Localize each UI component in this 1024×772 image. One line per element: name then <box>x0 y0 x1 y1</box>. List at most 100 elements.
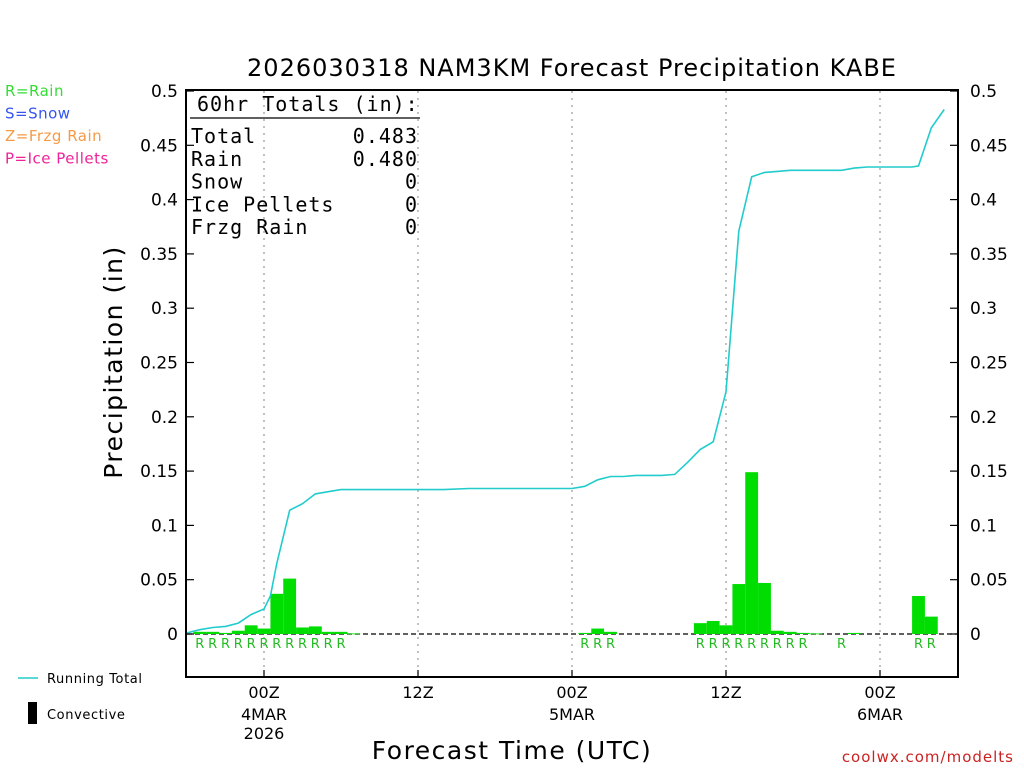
precip-bar <box>334 631 348 634</box>
ptype-mark: R <box>580 637 589 652</box>
precip-bar <box>847 632 861 634</box>
ptype-mark: R <box>324 637 333 652</box>
y-tick-label-right: 0.2 <box>970 408 997 428</box>
precip-bar <box>745 472 759 634</box>
ptype-mark: R <box>593 637 602 652</box>
watermark: coolwx.com/modelts <box>842 748 1014 766</box>
y-tick-label-left: 0.35 <box>140 245 178 265</box>
ptype-mark: R <box>285 637 294 652</box>
precip-bar <box>770 630 784 634</box>
precip-bar <box>732 584 746 634</box>
y-tick-label-left: 0.25 <box>140 354 178 374</box>
totals-row-label: Total <box>191 124 256 148</box>
precip-bar <box>604 631 617 634</box>
totals-row-value: 0.483 <box>353 124 418 148</box>
x-tick-label: 12Z <box>402 683 433 702</box>
legend-bar-swatch <box>28 702 37 724</box>
legend-label: Convective <box>47 708 126 723</box>
ptype-mark: R <box>773 637 782 652</box>
y-tick-label-left: 0.5 <box>151 82 178 102</box>
precip-bar <box>244 625 258 634</box>
totals-row-value: 0 <box>405 215 418 239</box>
ptype-mark: R <box>298 637 307 652</box>
totals-row-value: 0 <box>405 170 418 194</box>
precip-bar <box>578 632 592 634</box>
bar-series <box>193 472 938 635</box>
y-tick-label-left: 0.1 <box>151 516 178 536</box>
ptype-mark: R <box>247 637 256 652</box>
precip-bar <box>693 623 707 634</box>
ptype-mark: R <box>336 637 345 652</box>
y-tick-label-left: 0.05 <box>140 571 178 591</box>
y-tick-label-left: 0.45 <box>140 136 178 156</box>
precip-bar <box>206 631 220 634</box>
x-axis-title: Forecast Time (UTC) <box>372 736 652 765</box>
precip-bar <box>796 632 810 634</box>
precip-bar <box>924 616 938 634</box>
y-tick-label-left: 0.4 <box>151 191 178 211</box>
precip-bar <box>912 595 925 634</box>
x-tick-label: 12Z <box>710 683 741 702</box>
x-tick-date: 5MAR <box>549 705 595 724</box>
y-tick-label-left: 0 <box>167 625 178 645</box>
ptype-mark: R <box>721 637 730 652</box>
totals-rows: Total 0.483 Rain 0.480 Snow 0 Ice Pellets 0 Frzg… <box>191 124 418 239</box>
y-axis-title: Precipitation (in) <box>99 245 128 479</box>
precip-bar <box>257 628 271 634</box>
ptype-mark: R <box>747 637 756 652</box>
ptype-mark: R <box>311 637 320 652</box>
ptype-mark: R <box>606 637 615 652</box>
precip-bar <box>308 626 322 634</box>
x-tick-label: 00Z <box>864 683 895 702</box>
y-tick-label-right: 0.45 <box>970 136 1008 156</box>
precip-bar <box>347 633 361 635</box>
precip-bar <box>758 582 771 634</box>
y-tick-label-right: 0.25 <box>970 354 1008 374</box>
ptype-mark: R <box>734 637 743 652</box>
ptype-mark: R <box>786 637 795 652</box>
ptype-mark: R <box>927 637 936 652</box>
y-tick-label-right: 0.3 <box>970 299 997 319</box>
totals-row-value: 0.480 <box>353 147 418 171</box>
ptype-mark: R <box>837 637 846 652</box>
precip-bar <box>270 593 284 634</box>
legend-label: Running Total <box>47 672 143 687</box>
ptype-mark: R <box>195 637 204 652</box>
ptype-mark: R <box>709 637 718 652</box>
y-axis-right: 0 0.05 0.1 0.15 0.2 0.25 0.3 0.35 0.4 0.45 0.5 <box>950 82 1008 645</box>
ptype-legend-item: Z=Frzg Rain <box>5 127 102 145</box>
y-tick-label-right: 0.35 <box>970 245 1008 265</box>
y-tick-label-left: 0.15 <box>140 462 178 482</box>
ptype-legend: R=Rain S=Snow Z=Frzg Rain P=Ice Pellets <box>5 82 109 168</box>
precip-bar <box>193 631 207 634</box>
y-tick-label-right: 0.15 <box>970 462 1008 482</box>
ptype-mark: R <box>208 637 217 652</box>
precip-bar <box>706 620 720 634</box>
ptype-mark: R <box>234 637 243 652</box>
precip-bar <box>591 628 605 634</box>
y-tick-label-right: 0.5 <box>970 82 997 102</box>
y-tick-label-left: 0.2 <box>151 408 178 428</box>
ptype-legend-item: P=Ice Pellets <box>5 150 109 168</box>
x-tick-label: 00Z <box>248 683 279 702</box>
precip-bar <box>809 633 823 635</box>
chart-title: 2026030318 NAM3KM Forecast Precipitation… <box>247 54 897 82</box>
totals-heading: 60hr Totals (in): <box>197 92 419 116</box>
x-tick-date: 6MAR <box>857 705 903 724</box>
ptype-mark: R <box>914 637 923 652</box>
y-tick-label-right: 0.1 <box>970 516 997 536</box>
running-total-series <box>186 109 945 634</box>
precip-bar <box>783 631 797 634</box>
precip-bar <box>321 631 335 634</box>
precip-bar <box>219 632 232 634</box>
ptype-legend-item: S=Snow <box>5 105 71 123</box>
precip-bar <box>231 630 245 634</box>
y-tick-label-right: 0.05 <box>970 571 1008 591</box>
precip-bar <box>719 625 733 634</box>
ptype-mark: R <box>760 637 769 652</box>
running-total-line <box>186 109 945 634</box>
